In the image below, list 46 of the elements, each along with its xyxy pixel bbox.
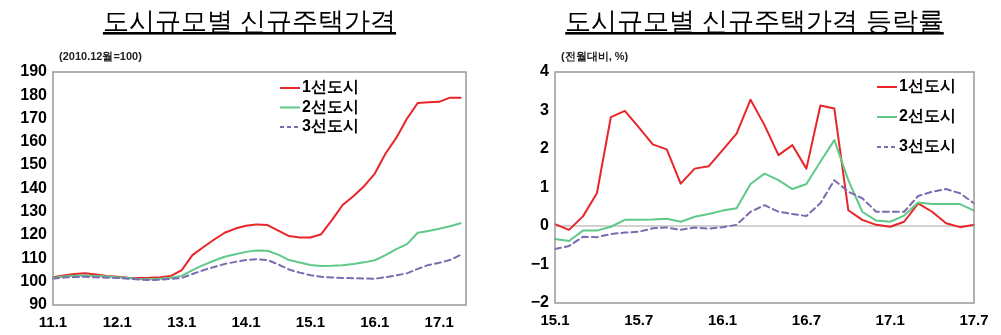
y-tick-label: 140: [20, 178, 48, 196]
y-tick-label: 3: [540, 100, 550, 118]
y-tick-label: 2: [540, 139, 550, 157]
legend-label: 3선도시: [899, 137, 956, 155]
x-tick-label: 17.1: [875, 311, 905, 328]
y-tick-label: 1: [540, 177, 550, 195]
y-tick-label: 0: [540, 216, 550, 234]
y-tick-label: 110: [21, 248, 48, 266]
x-tick-label: 12.1: [102, 313, 132, 330]
y-tick-label: 160: [20, 132, 48, 150]
line-series: [52, 253, 462, 282]
legend-label: 2선도시: [302, 97, 359, 115]
y-axis-title: (전월대비, %): [561, 50, 629, 62]
x-tick-label: 17.7: [959, 311, 989, 328]
legend-label: 2선도시: [899, 107, 956, 125]
x-tick-label: 11.1: [38, 313, 68, 330]
y-tick-label: −2: [530, 293, 550, 311]
y-tick-label: 150: [20, 155, 48, 173]
x-tick-label: 16.1: [360, 313, 390, 330]
chart-title: 도시규모별 신규주택가격: [102, 6, 397, 36]
y-tick-label: 100: [20, 271, 48, 289]
x-tick-label: 16.7: [791, 311, 821, 328]
chart-title: 도시규모별 신규주택가격 등락률: [565, 6, 944, 36]
y-tick-label: 190: [20, 62, 48, 80]
x-tick-label: 17.1: [424, 313, 454, 330]
y-tick-label: 90: [29, 295, 48, 313]
y-tick-label: 130: [20, 202, 48, 220]
y-tick-label: 4: [540, 62, 550, 80]
x-tick-label: 14.1: [231, 313, 261, 330]
x-tick-label: 15.1: [540, 311, 570, 328]
legend-label: 1선도시: [302, 78, 359, 96]
line-series: [554, 139, 975, 243]
x-tick-label: 15.7: [624, 311, 654, 328]
y-tick-label: 120: [20, 225, 48, 243]
x-tick-label: 15.1: [295, 313, 326, 330]
x-tick-label: 16.1: [708, 311, 738, 328]
line-series: [554, 98, 975, 231]
y-axis-title: (2010.12월=100): [59, 50, 143, 62]
line-series: [554, 179, 975, 251]
x-tick-label: 13.1: [167, 313, 197, 330]
legend-label: 1선도시: [899, 77, 956, 95]
line-series: [52, 96, 462, 279]
y-tick-label: −1: [530, 254, 550, 272]
legend-label: 3선도시: [302, 117, 359, 135]
y-tick-label: 170: [20, 108, 48, 126]
y-tick-label: 180: [20, 85, 48, 103]
